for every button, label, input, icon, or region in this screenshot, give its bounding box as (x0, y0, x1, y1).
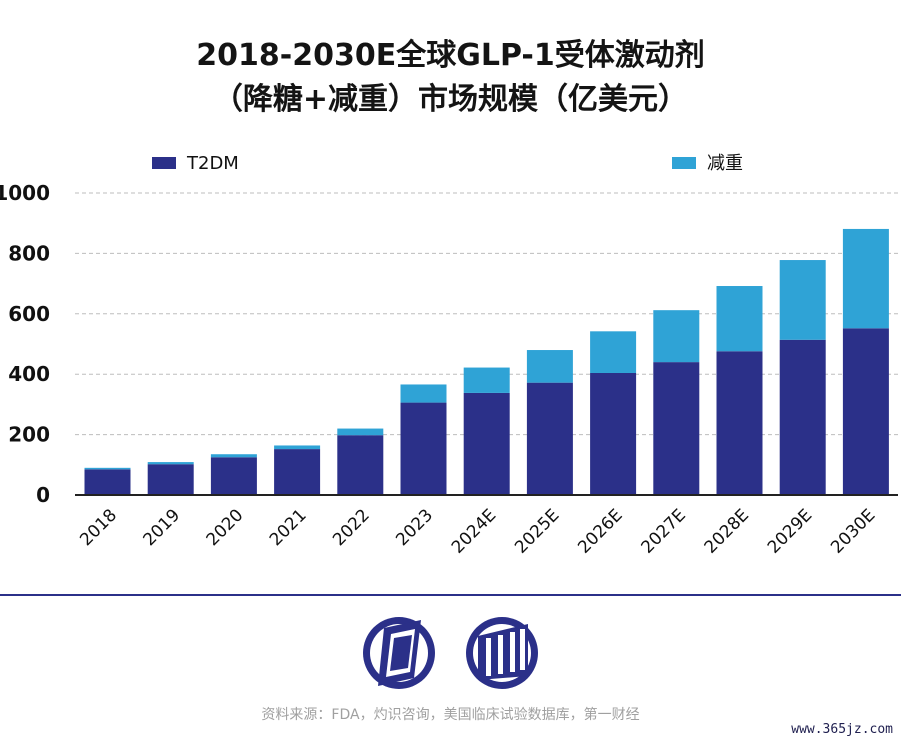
watermark: www.365jz.com (791, 722, 893, 737)
bar-weight-loss (526, 350, 573, 383)
bar-weight-loss (653, 310, 700, 363)
legend-label: 减重 (707, 153, 743, 174)
x-tick-label: 2022 (329, 505, 374, 550)
x-tick-label: 2028E (701, 505, 753, 557)
x-tick-label: 2027E (637, 505, 689, 557)
bar-t2dm (590, 372, 637, 495)
bar-t2dm (210, 457, 257, 495)
logo-column (520, 629, 525, 670)
x-tick-label: 2029E (764, 505, 816, 557)
bar-t2dm (526, 382, 573, 495)
logo-shape-core (390, 635, 412, 671)
bar-weight-loss (842, 228, 889, 329)
bar-t2dm (274, 449, 321, 495)
chart-title: 2018-2030E全球GLP-1受体激动剂 (196, 38, 705, 73)
x-tick-label: 2024E (448, 505, 500, 557)
y-tick-label: 400 (8, 362, 50, 386)
y-tick-label: 200 (8, 423, 50, 447)
bar-weight-loss (84, 467, 131, 470)
bar-weight-loss (210, 454, 257, 458)
chart-subtitle: （降糖+减重）市场规模（亿美元） (212, 82, 689, 117)
bar-weight-loss (147, 462, 194, 465)
bar-weight-loss (716, 286, 763, 352)
bar-weight-loss (400, 384, 447, 403)
logo-left (363, 617, 435, 689)
bar-t2dm (400, 402, 447, 495)
x-tick-label: 2018 (76, 505, 121, 550)
x-tick-label: 2026E (574, 505, 626, 557)
x-tick-label: 2019 (139, 505, 184, 550)
bar-weight-loss (274, 445, 321, 450)
legend-label: T2DM (186, 153, 239, 174)
bar-t2dm (463, 392, 510, 495)
bar-t2dm (84, 469, 131, 495)
bar-t2dm (653, 362, 700, 495)
legend-swatch (152, 157, 176, 169)
bar-weight-loss (779, 260, 826, 340)
bar-t2dm (779, 339, 826, 495)
logo-column (510, 632, 515, 672)
logo-right (466, 617, 538, 689)
bar-weight-loss (590, 331, 637, 373)
bar-weight-loss (463, 367, 510, 393)
legend-swatch (672, 157, 696, 169)
y-tick-label: 800 (8, 241, 50, 265)
y-tick-label: 0 (36, 483, 50, 507)
source-note: 资料来源：FDA，灼识咨询，美国临床试验数据库，第一财经 (261, 707, 640, 723)
bar-t2dm (147, 464, 194, 495)
x-tick-label: 2021 (266, 505, 311, 550)
y-tick-label: 600 (8, 302, 50, 326)
y-tick-label: 1000 (0, 181, 50, 205)
x-tick-label: 2030E (827, 505, 879, 557)
x-tick-label: 2023 (392, 505, 437, 550)
bar-t2dm (842, 328, 889, 495)
x-tick-label: 2025E (511, 505, 563, 557)
logo-column (486, 638, 491, 676)
logo-column (498, 635, 503, 674)
bar-t2dm (716, 351, 763, 495)
bar-weight-loss (337, 428, 384, 436)
x-tick-label: 2020 (203, 505, 248, 550)
bar-t2dm (337, 435, 384, 495)
